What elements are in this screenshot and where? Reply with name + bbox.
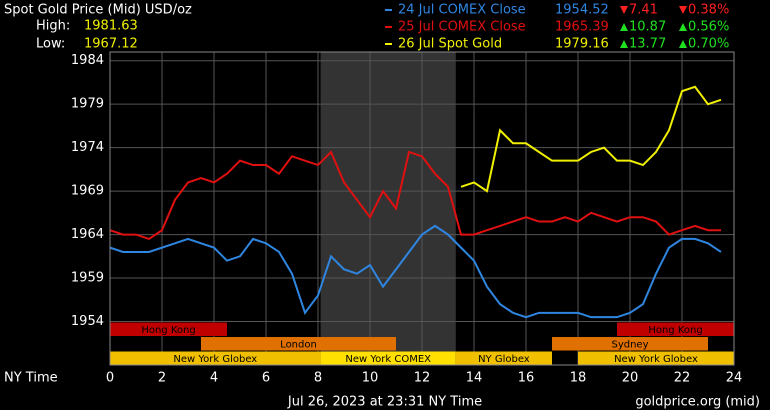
x-tick-label: 10 [362, 371, 379, 386]
change-arrow [620, 6, 628, 14]
legend-close: 1965.39 [555, 20, 609, 35]
price-line [109, 224, 722, 319]
chart-title: Spot Gold Price (Mid) USD/oz [4, 3, 192, 18]
legend-close: 1979.16 [555, 37, 609, 52]
legend-pct: 0.56% [688, 20, 729, 35]
change-arrow [620, 40, 628, 48]
session-label: New York Globex [173, 354, 257, 365]
legend-pct: 0.38% [688, 3, 729, 18]
x-tick-label: 22 [674, 371, 691, 386]
session-label: New York COMEX [345, 354, 431, 365]
plot-frame [109, 51, 735, 366]
session-label: NY Globex [478, 354, 530, 365]
source: goldprice.org (mid) [635, 395, 760, 410]
x-tick-label: 20 [622, 371, 639, 386]
change-arrow [679, 23, 687, 31]
session-bar [110, 351, 321, 365]
session-label: London [280, 339, 317, 350]
x-axis-label: NY Time [4, 371, 58, 386]
x-tick-label: 16 [518, 371, 535, 386]
high-label: High: [36, 19, 70, 34]
low-value: 1967.12 [84, 37, 138, 52]
y-tick-label: 1969 [71, 184, 104, 199]
price-line [460, 85, 722, 193]
y-tick-label: 1954 [71, 314, 104, 329]
x-tick-label: 8 [314, 371, 322, 386]
low-label: Low: [36, 37, 65, 52]
session-bar [110, 322, 227, 337]
session-bar [617, 322, 734, 337]
x-tick-label: 0 [106, 371, 114, 386]
legend-change: 7.41 [629, 3, 658, 18]
x-tick-label: 4 [210, 371, 218, 386]
session-bar [320, 351, 456, 365]
footer: Jul 26, 2023 at 23:31 NY Time [287, 395, 482, 410]
x-tick-label: 18 [570, 371, 587, 386]
change-arrow [679, 40, 687, 48]
session-label: Hong Kong [648, 325, 702, 336]
shade [320, 52, 456, 365]
legend-name: 24 Jul COMEX Close [398, 3, 526, 18]
x-tick-label: 24 [726, 371, 743, 386]
session-label: New York Globex [614, 354, 698, 365]
y-tick-label: 1964 [71, 227, 104, 242]
legend-name: 26 Jul Spot Gold [398, 37, 502, 52]
session-bar [578, 351, 734, 365]
high-value: 1981.63 [84, 19, 138, 34]
session-bar [201, 337, 396, 351]
legend-change: 10.87 [629, 20, 666, 35]
change-arrow [679, 6, 687, 14]
change-arrow [620, 23, 628, 31]
y-tick-label: 1974 [71, 140, 104, 155]
x-tick-label: 6 [262, 371, 270, 386]
legend-name: 25 Jul COMEX Close [398, 20, 526, 35]
session-bar [455, 351, 552, 365]
session-label: Hong Kong [141, 325, 195, 336]
x-tick-label: 12 [414, 371, 431, 386]
y-tick-label: 1959 [71, 271, 104, 286]
legend-close: 1954.52 [555, 3, 609, 18]
price-line [109, 150, 721, 241]
legend-pct: 0.70% [688, 37, 729, 52]
x-tick-label: 14 [466, 371, 483, 386]
session-label: Sydney [611, 339, 648, 350]
y-tick-label: 1979 [71, 97, 104, 112]
x-tick-label: 2 [158, 371, 166, 386]
session-bar [552, 337, 708, 351]
y-tick-label: 1984 [71, 53, 104, 68]
legend-change: 13.77 [629, 37, 666, 52]
